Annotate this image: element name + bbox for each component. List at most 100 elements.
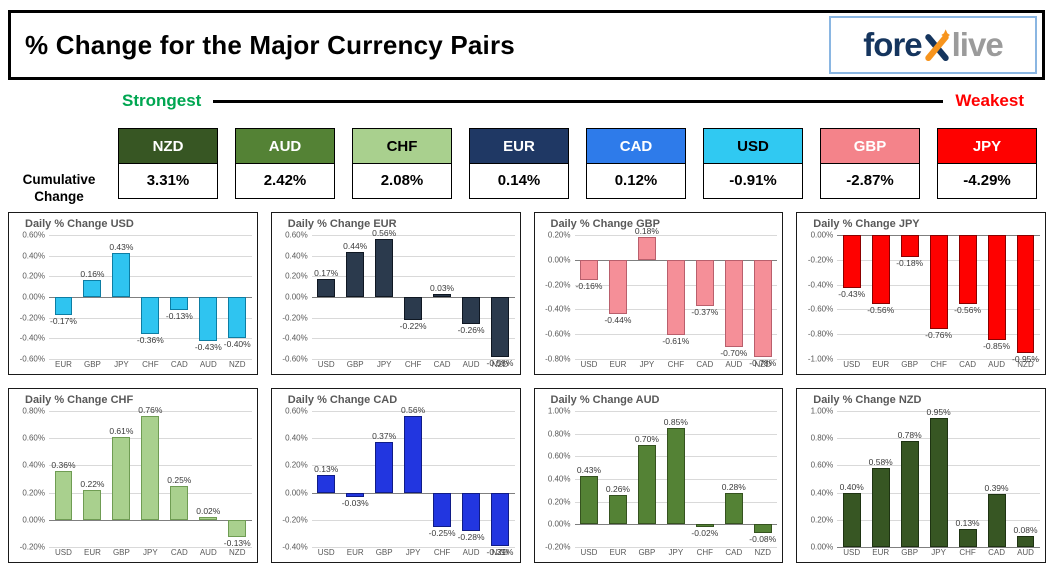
y-axis: 1.00% 0.80% 0.60% 0.40% 0.20% 0.00%	[801, 407, 837, 552]
x-tick-label: CAD	[433, 360, 451, 369]
bar-value-label: 0.36%	[51, 459, 76, 470]
y-tick-label: 0.20%	[285, 271, 308, 281]
bar-value-label: 0.78%	[897, 429, 922, 440]
y-tick-label: 1.00%	[810, 406, 834, 416]
x-tick-label: USD	[580, 360, 598, 369]
strength-scale: Strongest Weakest	[0, 90, 1054, 112]
gridline	[49, 338, 252, 340]
y-tick-label: 0.00%	[22, 292, 45, 302]
bar-value-label: 0.37%	[372, 431, 397, 442]
bar-nzd	[753, 259, 772, 357]
cumulative-value: 0.12%	[586, 162, 686, 199]
bar-value-label: 0.03%	[430, 282, 455, 293]
x-tick-label: CHF	[142, 360, 159, 369]
x-tick-label: EUR	[872, 360, 890, 369]
gridline	[311, 359, 515, 360]
x-tick-label: CAD	[696, 360, 714, 369]
bar-eur	[83, 489, 102, 520]
x-tick-label: EUR	[609, 548, 627, 557]
cumulative-value: 3.31%	[118, 162, 218, 199]
x-tick-label: EUR	[872, 548, 890, 557]
y-tick-label: 0.00%	[547, 519, 571, 529]
bar-value-label: -0.37%	[691, 306, 719, 317]
chart-title: Daily % Change NZD	[813, 394, 922, 406]
x-axis: USD EUR GBP JPY CHF CAD AUD	[837, 547, 1040, 560]
bar-value-label: 0.28%	[721, 481, 746, 492]
x-tick-label: NZD	[229, 360, 246, 369]
x-tick-label: CHF	[433, 548, 451, 557]
bar-value-label: -0.76%	[925, 330, 953, 341]
chart-body: 0.60% 0.40% 0.20% 0.00% -0.20% -0.40% -0.60% 0…	[276, 228, 515, 368]
x-tick-label: AUD	[199, 360, 217, 369]
bar-usd	[842, 235, 861, 289]
bar-chf	[433, 492, 452, 527]
y-tick-label: -0.80%	[545, 354, 571, 364]
plot-area: -0.16% -0.44% 0.18% -0.61% -0.37% -0.70% -0.78…	[574, 226, 778, 368]
y-tick-label: -0.40%	[807, 280, 834, 290]
bar-nzd	[491, 492, 509, 546]
gridline	[574, 524, 778, 526]
y-tick-label: -0.40%	[282, 542, 308, 552]
bar-jpy	[404, 416, 423, 493]
y-tick-label: 1.00%	[547, 406, 571, 416]
bar-value-label: -0.13%	[223, 538, 251, 549]
currency-column-chf: CHF 2.08%	[352, 128, 452, 206]
bar-nzd	[1016, 235, 1035, 353]
chart-title: Daily % Change AUD	[550, 394, 660, 406]
chart-panel-usd: Daily % Change USD 0.60% 0.40% 0.20% 0.00% -…	[8, 212, 258, 375]
cumulative-row: Cumulative Change NZD 3.31% AUD 2.42% CHF 2.0…	[0, 128, 1054, 206]
plot-area: 0.13% -0.03% 0.37% 0.56% -0.25% -0.28% -0.39%	[311, 405, 515, 557]
chart-body: 0.60% 0.40% 0.20% 0.00% -0.20% -0.40% -0.60% -…	[13, 231, 252, 364]
y-tick-label: 0.00%	[547, 255, 571, 265]
y-tick-label: 0.00%	[285, 488, 308, 498]
gridline	[311, 411, 515, 412]
y-tick-label: -0.20%	[807, 255, 834, 265]
bar-chf	[929, 235, 948, 330]
y-tick-label: 0.00%	[285, 292, 308, 302]
logo-x-icon	[924, 29, 950, 62]
y-tick-label: -0.20%	[545, 542, 571, 552]
bar-value-label: 0.70%	[634, 434, 659, 444]
gridline	[311, 235, 515, 236]
y-tick-label: -1.00%	[807, 354, 834, 364]
chart-panel-cad: Daily % Change CAD 0.60% 0.40% 0.20% 0.00% -…	[270, 388, 521, 563]
currency-code-box: JPY	[937, 128, 1037, 164]
y-tick-label: 0.00%	[810, 230, 834, 240]
bar-eur	[871, 235, 890, 305]
bar-jpy	[929, 417, 948, 547]
x-axis: EUR GBP JPY CHF CAD AUD NZD	[49, 359, 252, 372]
bar-gbp	[637, 445, 656, 525]
x-tick-label: AUD	[1017, 548, 1034, 557]
bar-chf	[958, 529, 977, 547]
logo-text-live: live	[951, 26, 1004, 63]
bar-value-label: 0.13%	[314, 463, 339, 474]
x-tick-label: USD	[580, 548, 598, 557]
y-tick-label: -0.20%	[282, 313, 308, 323]
x-tick-label: GBP	[375, 548, 393, 557]
gridline	[311, 547, 515, 548]
x-tick-label: GBP	[901, 360, 919, 369]
y-axis: 0.20% 0.00% -0.20% -0.40% -0.60% -0.80%	[539, 231, 575, 364]
gridline	[49, 519, 252, 521]
x-axis: USD EUR GBP JPY CHF AUD NZD	[312, 547, 515, 560]
bar-value-label: 0.16%	[80, 269, 105, 280]
bar-jpy	[375, 239, 394, 297]
bar-nzd	[228, 297, 247, 339]
gridline	[49, 276, 252, 278]
chart-body: 0.60% 0.40% 0.20% 0.00% -0.20% -0.40% 0.13% -0…	[276, 405, 515, 557]
x-tick-label: USD	[843, 548, 861, 557]
gridline	[574, 547, 778, 548]
bar-cad	[958, 235, 977, 305]
bar-value-label: 0.76%	[138, 405, 163, 416]
chart-title: Daily % Change CHF	[25, 394, 134, 406]
y-tick-label: 0.40%	[22, 460, 45, 470]
plot-area: -0.43% -0.56% -0.18% -0.76% -0.56% -0.85% -0.9…	[837, 235, 1040, 364]
y-tick-label: -0.80%	[807, 329, 834, 339]
bar-value-label: -0.56%	[867, 305, 895, 316]
bar-gbp	[83, 280, 102, 297]
bar-value-label: -0.61%	[662, 336, 690, 347]
bar-gbp	[900, 235, 919, 258]
cumulative-change-label: Cumulative Change	[0, 128, 118, 206]
x-tick-label: NZD	[491, 360, 509, 369]
bar-value-label: 0.39%	[984, 482, 1009, 493]
